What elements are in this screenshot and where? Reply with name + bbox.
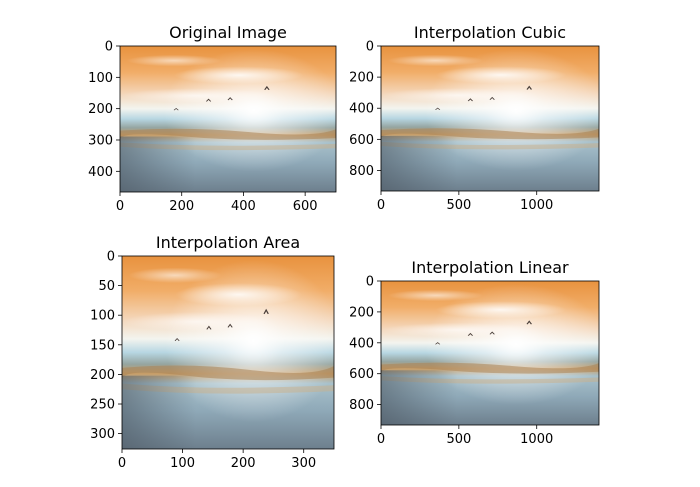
- interpolation-cubic-axes: Interpolation Cubic 0 500 1000 0 200 400 600 800: [349, 23, 600, 213]
- x-tick-label: 500: [446, 198, 471, 213]
- x-tick-label: 400: [231, 199, 256, 214]
- interpolation-cubic-frame: [380, 45, 600, 192]
- x-tick-label: 100: [170, 456, 195, 471]
- interpolation-area-image: [121, 255, 335, 450]
- interpolation-area-frame: [121, 255, 335, 450]
- y-tick-label: 200: [349, 71, 374, 86]
- x-tick-label: 300: [291, 456, 316, 471]
- x-tick-label: 0: [377, 198, 385, 213]
- original-image-image: [119, 45, 337, 193]
- interpolation-cubic-image: [380, 45, 600, 192]
- interpolation-linear-image: [380, 280, 600, 426]
- y-tick-label: 100: [88, 71, 113, 86]
- y-tick-label: 300: [88, 133, 113, 148]
- interpolation-area-title: Interpolation Area: [156, 233, 300, 252]
- x-tick-label: 1000: [520, 432, 553, 447]
- y-tick-label: 150: [90, 338, 115, 353]
- y-tick-label: 200: [349, 305, 374, 320]
- interpolation-linear-title: Interpolation Linear: [411, 258, 569, 277]
- x-tick-label: 500: [446, 432, 471, 447]
- original-image-axes: Original Image 0 200 400 600 0 100 200 300 400: [88, 23, 337, 214]
- y-tick-label: 400: [349, 336, 374, 351]
- y-tick-label: 800: [349, 398, 374, 413]
- interpolation-linear-frame: [380, 280, 600, 426]
- interpolation-cubic-title: Interpolation Cubic: [414, 23, 566, 42]
- x-tick-label: 0: [377, 432, 385, 447]
- x-tick-label: 0: [116, 199, 124, 214]
- y-tick-label: 0: [107, 250, 115, 265]
- y-tick-label: 600: [349, 133, 374, 148]
- x-tick-label: 600: [293, 199, 318, 214]
- original-image-frame: [119, 45, 337, 193]
- original-image-title: Original Image: [169, 23, 287, 42]
- y-tick-label: 300: [90, 427, 115, 442]
- y-tick-label: 50: [98, 279, 115, 294]
- y-tick-label: 250: [90, 398, 115, 413]
- x-tick-label: 1000: [520, 198, 553, 213]
- x-tick-label: 0: [118, 456, 126, 471]
- y-tick-label: 600: [349, 367, 374, 382]
- y-tick-label: 200: [88, 102, 113, 117]
- y-tick-label: 100: [90, 309, 115, 324]
- y-tick-label: 0: [366, 40, 374, 55]
- x-tick-label: 200: [169, 199, 194, 214]
- interpolation-linear-axes: Interpolation Linear 0 500 1000 0 200 400 600 80…: [349, 258, 600, 447]
- x-tick-label: 200: [231, 456, 256, 471]
- y-tick-label: 800: [349, 164, 374, 179]
- y-tick-label: 0: [366, 275, 374, 290]
- y-tick-label: 400: [88, 165, 113, 180]
- y-tick-label: 400: [349, 102, 374, 117]
- y-tick-label: 200: [90, 368, 115, 383]
- y-tick-label: 0: [105, 40, 113, 55]
